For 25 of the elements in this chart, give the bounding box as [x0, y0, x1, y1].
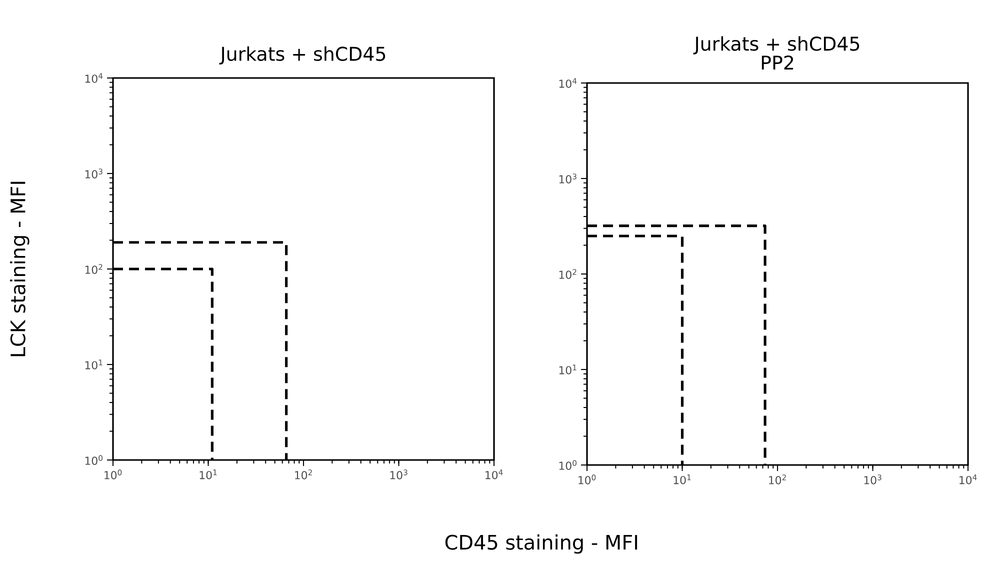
y-tick-label: 10$^{4}$: [85, 73, 103, 83]
y-tick-label: 10$^{2}$: [85, 264, 102, 274]
x-tick-label: 10$^{0}$: [104, 470, 122, 480]
y-tick-label: 10$^{0}$: [85, 455, 103, 465]
chart-subtitle: PP2: [762, 55, 794, 70]
x-tick-label: 10$^{3}$: [390, 470, 408, 480]
y-tick-label: 10$^{0}$: [559, 460, 577, 470]
x-tick-label: 10$^{4}$: [960, 474, 977, 484]
y-tick-label: 10$^{1}$: [85, 360, 102, 370]
x-tick-label: 10$^{2}$: [769, 474, 786, 484]
y-tick-label: 10$^{3}$: [559, 174, 576, 184]
x-tick-label: 10$^{2}$: [295, 470, 312, 480]
y-tick-label: 10$^{4}$: [559, 78, 577, 88]
x-axis-title: CD45 staining - MFI: [445, 534, 638, 554]
y-tick-label: 10$^{2}$: [559, 269, 576, 279]
x-tick-label: 10$^{1}$: [674, 474, 691, 484]
chart-title: Jurkats + shCD45: [219, 46, 386, 64]
x-tick-label: 10$^{0}$: [578, 474, 596, 484]
x-tick-label: 10$^{3}$: [864, 474, 882, 484]
chart-title: Jurkats + shCD45: [693, 36, 860, 54]
x-tick-label: 10$^{4}$: [486, 470, 503, 480]
x-tick-label: 10$^{1}$: [200, 470, 217, 480]
y-axis-title: LCK staining - MFI: [10, 182, 30, 356]
y-tick-label: 10$^{1}$: [559, 364, 576, 374]
y-tick-label: 10$^{3}$: [85, 168, 102, 178]
